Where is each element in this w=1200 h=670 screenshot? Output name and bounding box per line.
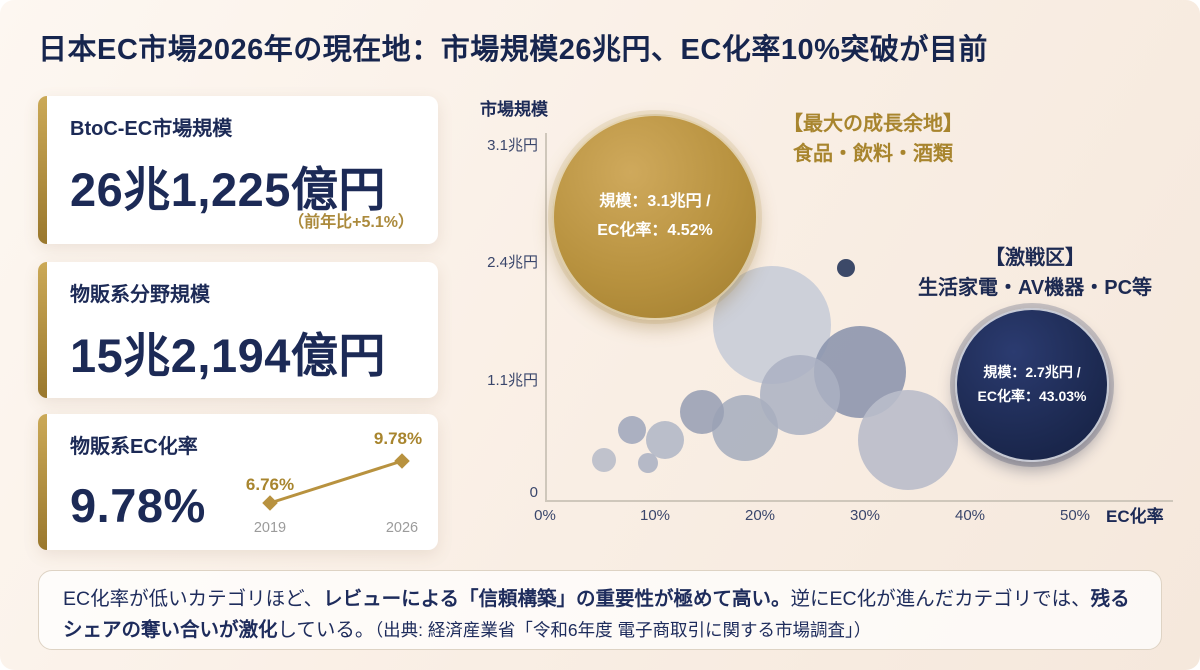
y-axis-ticks: 3.1兆円 2.4兆円 1.1兆円 0 [480, 95, 538, 545]
kpi-value: 15兆2,194億円 [70, 329, 386, 382]
kpi-card-btoc-market: BtoC-EC市場規模 26兆1,225億円 （前年比+5.1%） [38, 96, 438, 244]
note-segment: レビューによる「信頼構築」の重要性が極めて高い。 [323, 588, 791, 610]
bubble-unlabeled-category [618, 416, 646, 444]
bubble-unlabeled-category [592, 448, 616, 472]
x-tick-label: 0% [534, 507, 556, 524]
note-segment: （出典: 経済産業省「令和6年度 電子商取引に関する市場調査」） [374, 619, 872, 640]
x-tick-label: 20% [744, 507, 776, 524]
bubble-unlabeled-category [646, 421, 684, 459]
trend-end-year: 2026 [386, 520, 418, 536]
x-axis-ticks: 0% 10% 20% 30% 40% 50% [480, 95, 1180, 545]
kpi-yoy-change: （前年比+5.1%） [288, 214, 414, 231]
annotation-line: 【激戦区】 [985, 247, 1085, 269]
annotation-line: 【最大の成長余地】 [783, 113, 963, 135]
bubble-unlabeled-category [638, 453, 658, 473]
annotation-growth-opportunity: 【最大の成長余地】 食品・飲料・酒類 [748, 109, 998, 169]
bubble-unlabeled-category [858, 390, 958, 490]
kpi-heading: 物販系分野規模 [70, 284, 210, 306]
ec-rate-trend-chart: 6.76% 9.78% 2019 2026 [246, 429, 422, 536]
kpi-value: 26兆1,225億円 [70, 163, 386, 216]
bubble-label: 規模：3.1兆円 / EC化率：4.52% [597, 193, 713, 239]
kpi-heading: BtoC-EC市場規模 [70, 118, 233, 140]
y-tick-label: 0 [529, 484, 538, 501]
y-tick-label: 2.4兆円 [487, 254, 538, 271]
kpi-card-ec-rate: 物販系EC化率 9.78% 6.76% 9.78% 2019 2026 [38, 414, 438, 550]
x-axis-title: EC化率 [1106, 507, 1164, 526]
page-title: 日本EC市場2026年の現在地：市場規模26兆円、EC化率10%突破が目前 [38, 34, 988, 66]
bubble-plot-area: 規模：3.1兆円 / EC化率：4.52% 規模：2.7兆円 / EC化率：43.03… [480, 95, 1180, 545]
kpi-value: 9.78% [70, 479, 206, 532]
x-tick-label: 40% [954, 507, 986, 524]
bubble-unlabeled-category-dark [837, 259, 855, 277]
bubble-food-beverage-liquor: 規模：3.1兆円 / EC化率：4.52% [552, 114, 758, 320]
x-tick-label: 30% [849, 507, 881, 524]
annotation-line: 食品・飲料・酒類 [793, 143, 953, 165]
y-tick-label: 1.1兆円 [487, 372, 538, 389]
trend-start-year: 2019 [254, 520, 286, 536]
note-segment: 残るシェアの奪い合いが激化 [63, 588, 1130, 641]
annotation-line: 生活家電・AV機器・PC等 [917, 277, 1153, 299]
y-axis-line [545, 133, 547, 501]
trend-marker-start [262, 495, 278, 511]
bubble-unlabeled-category [680, 390, 724, 434]
kpi-heading: 物販系EC化率 [70, 436, 198, 458]
trend-line [269, 459, 403, 505]
note-segment: 逆にEC化が進んだカテゴリでは、 [790, 588, 1091, 610]
trend-marker-end [394, 453, 410, 469]
note-text: EC化率が低いカテゴリほど、レビューによる「信頼構築」の重要性が極めて高い。逆に… [63, 588, 1130, 641]
x-axis-line [545, 500, 1173, 502]
bubble-label: 規模：2.7兆円 / EC化率：43.03% [977, 364, 1087, 404]
x-tick-label: 50% [1059, 507, 1091, 524]
bubble-home-electronics-av-pc: 規模：2.7兆円 / EC化率：43.03% [955, 308, 1109, 462]
trend-start-value: 6.76% [246, 475, 294, 494]
y-tick-label: 3.1兆円 [487, 137, 538, 154]
x-tick-label: 10% [639, 507, 671, 524]
note-segment: EC化率が低いカテゴリほど、 [63, 588, 324, 610]
annotation-battleground: 【激戦区】 生活家電・AV機器・PC等 [902, 243, 1168, 303]
insight-note: EC化率が低いカテゴリほど、レビューによる「信頼構築」の重要性が極めて高い。逆に… [38, 570, 1162, 650]
note-segment: している。 [277, 618, 375, 641]
kpi-card-goods-market: 物販系分野規模 15兆2,194億円 [38, 262, 438, 398]
bubble-chart: 市場規模 3.1兆円 2.4兆円 1.1兆円 0 0% 10% 20% 30% 40% 50% … [480, 95, 1180, 545]
y-axis-title: 市場規模 [480, 100, 548, 119]
trend-end-value: 9.78% [374, 429, 422, 448]
